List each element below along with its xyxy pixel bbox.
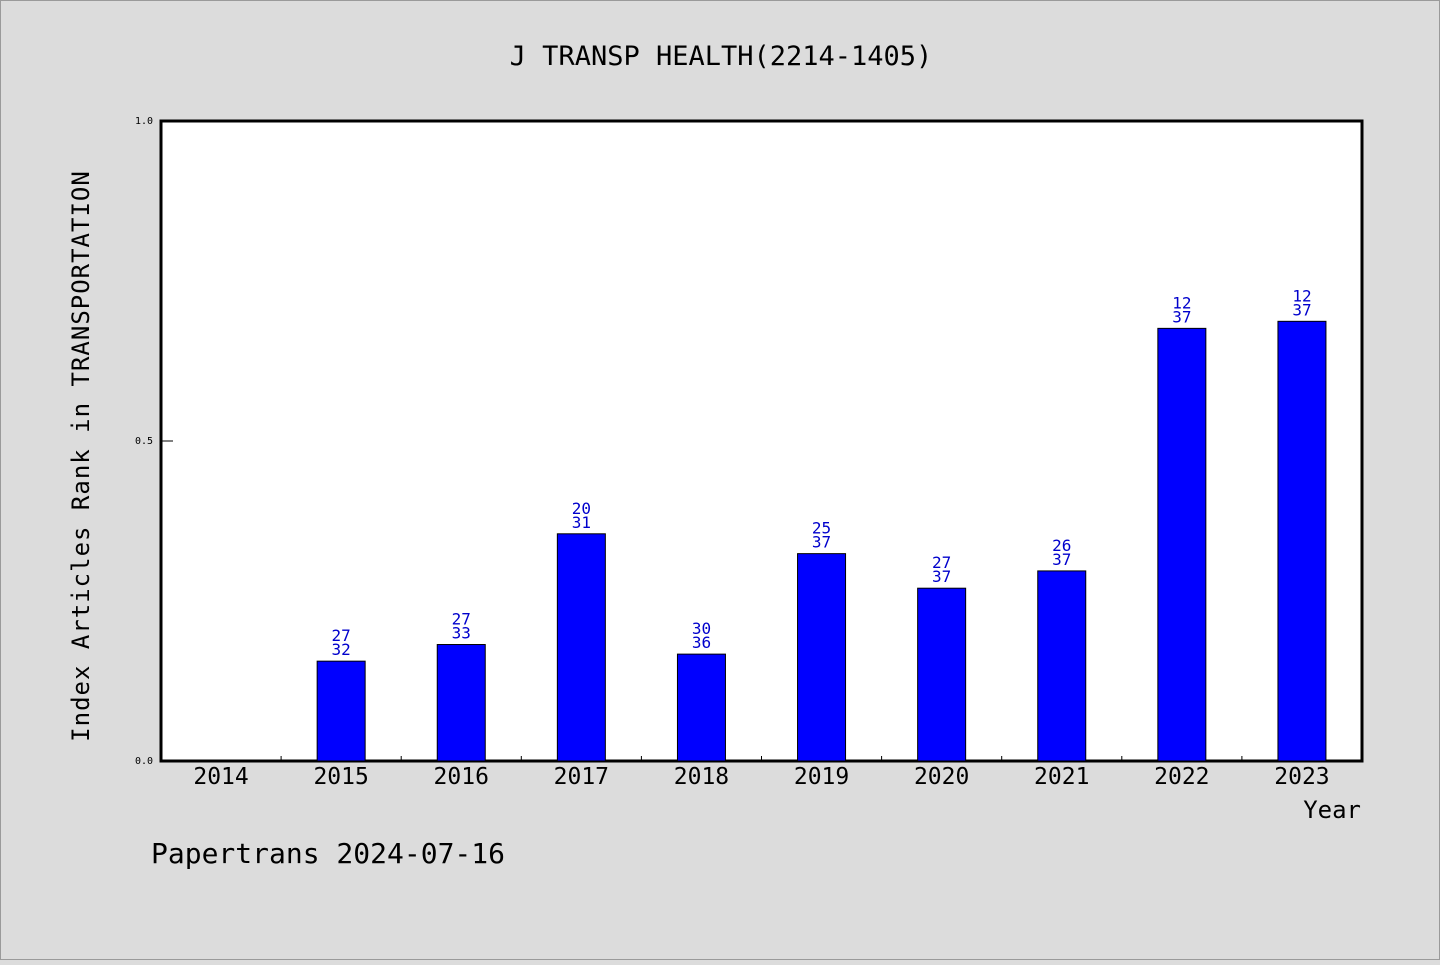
y-tick-label: 0.0 <box>135 756 153 767</box>
x-tick-label: 2019 <box>794 764 849 790</box>
bar <box>556 533 606 762</box>
x-tick-label: 2020 <box>914 764 969 790</box>
x-tick-label: 2022 <box>1154 764 1209 790</box>
data-label-rank: 26 <box>1052 536 1071 555</box>
data-label-rank: 27 <box>932 553 951 572</box>
data-label-total: 37 <box>1292 300 1311 319</box>
bar <box>797 553 847 762</box>
x-tick-label: 2014 <box>193 764 248 790</box>
bar <box>1277 320 1327 762</box>
y-tick-label: 1.0 <box>135 116 153 127</box>
data-label-total: 37 <box>1172 307 1191 326</box>
chart-title: J TRANSP HEALTH(2214-1405) <box>510 41 933 72</box>
bar <box>917 587 967 762</box>
bar <box>1037 570 1087 762</box>
y-tick-label: 0.5 <box>135 436 153 447</box>
x-tick-label: 2023 <box>1274 764 1329 790</box>
y-axis: 0.0 0.5 1.0 <box>135 116 173 767</box>
bar <box>1157 327 1207 762</box>
data-label-rank: 30 <box>692 619 711 638</box>
data-label-total: 32 <box>332 640 351 659</box>
x-tick-label: 2016 <box>434 764 489 790</box>
data-label-total: 31 <box>572 513 591 532</box>
x-tick-label: 2017 <box>554 764 609 790</box>
bar <box>316 660 366 762</box>
x-tick-label: 2018 <box>674 764 729 790</box>
data-label-total: 37 <box>1052 550 1071 569</box>
data-label-rank: 12 <box>1292 286 1311 305</box>
data-label-rank: 27 <box>452 610 471 629</box>
data-label-rank: 20 <box>572 499 591 518</box>
bar <box>436 644 486 762</box>
x-axis: 2014 2015 2016 2017 2018 2019 2020 2021 2022 2023 <box>193 756 1330 790</box>
data-label-rank: 25 <box>812 519 831 538</box>
x-axis-label: Year <box>1303 796 1361 824</box>
bar <box>676 653 726 762</box>
source-footer: Papertrans 2024-07-16 <box>151 837 505 870</box>
data-label-rank: 27 <box>332 626 351 645</box>
data-label-total: 36 <box>692 633 711 652</box>
data-label-total: 37 <box>812 533 831 552</box>
data-label-total: 37 <box>932 567 951 586</box>
data-label-total: 33 <box>452 624 471 643</box>
x-tick-label: 2021 <box>1034 764 1089 790</box>
y-axis-label: Index Articles Rank in TRANSPORTATION <box>67 170 95 742</box>
data-label-rank: 12 <box>1172 293 1191 312</box>
x-tick-label: 2015 <box>313 764 368 790</box>
